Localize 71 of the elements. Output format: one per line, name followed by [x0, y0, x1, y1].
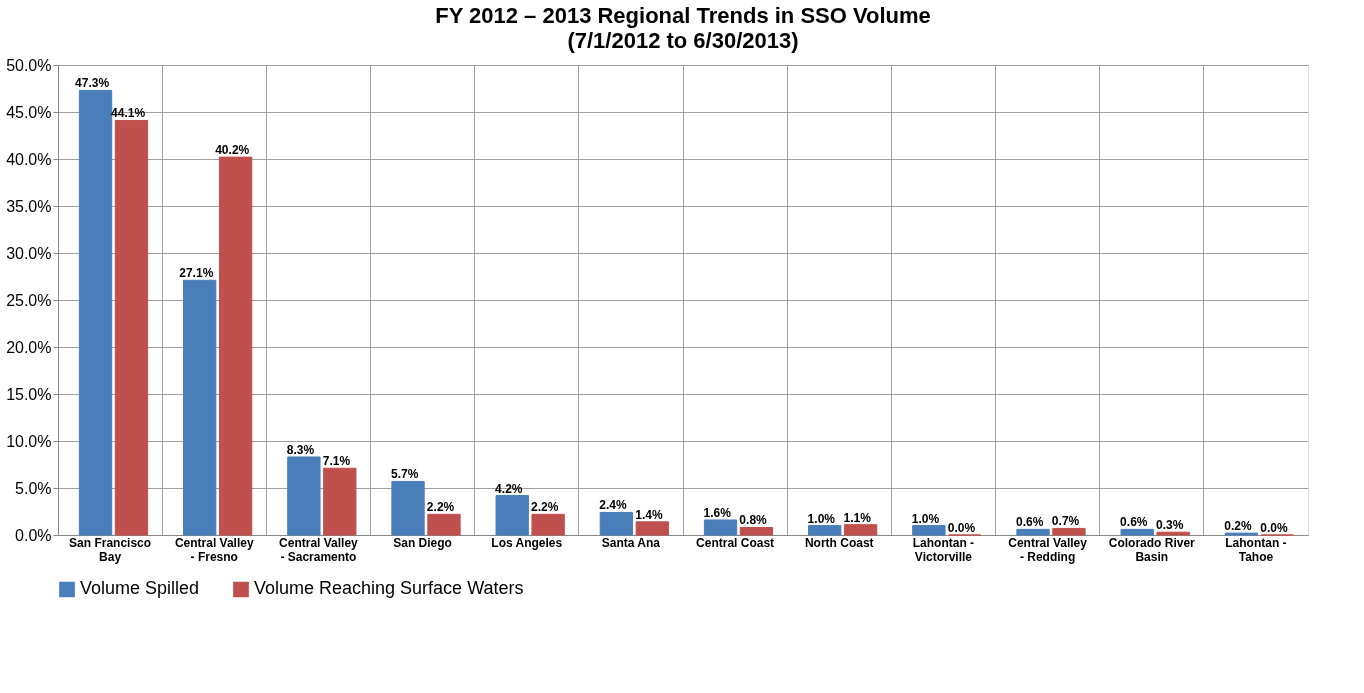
x-tick-label: San Diego	[393, 535, 452, 550]
data-label: 0.7%	[1051, 514, 1080, 529]
data-label: 0.8%	[739, 513, 768, 528]
y-tick-label: 15.0%	[6, 385, 52, 403]
data-label: 47.3%	[75, 76, 110, 91]
data-label: 1.0%	[807, 511, 836, 526]
bar	[531, 513, 565, 536]
y-tick-label: 30.0%	[6, 244, 52, 262]
data-label: 1.4%	[635, 507, 663, 522]
x-tick-label: North Coast	[804, 535, 874, 550]
data-label: 0.3%	[1156, 518, 1184, 533]
chart-title: FY 2012 – 2013 Regional Trends in SSO Volume	[435, 3, 931, 28]
bar	[1052, 527, 1086, 536]
bar	[739, 526, 774, 536]
x-tick-label: Central Valley - Fresno	[174, 535, 254, 564]
data-label: 0.6%	[1015, 515, 1044, 530]
bar	[1156, 531, 1190, 536]
bar	[808, 525, 842, 536]
data-label: 1.1%	[843, 510, 872, 525]
data-label: 40.2%	[215, 143, 250, 158]
y-tick-label: 25.0%	[6, 291, 52, 309]
data-label: 1.6%	[703, 505, 732, 520]
bar	[1120, 528, 1154, 536]
y-tick-label: 10.0%	[6, 432, 52, 450]
bar	[183, 279, 217, 536]
data-label: 5.7%	[390, 467, 419, 482]
legend-label: Volume Reaching Surface Waters	[254, 578, 524, 599]
y-tick-label: 45.0%	[6, 103, 52, 121]
bar	[843, 524, 878, 536]
y-tick-label: 35.0%	[6, 197, 52, 215]
x-tick-label: San Francisco Bay	[69, 535, 152, 564]
bar	[287, 456, 321, 536]
x-tick-label: Santa Ana	[601, 535, 661, 550]
bar	[912, 525, 946, 536]
bar	[391, 480, 425, 536]
bar	[78, 89, 113, 536]
data-label: 2.2%	[426, 500, 455, 515]
x-tick-label: Central Coast	[696, 535, 775, 550]
y-tick-label: 0.0%	[15, 526, 52, 544]
y-tick-label: 40.0%	[6, 150, 52, 168]
bar	[218, 156, 253, 536]
data-label: 7.1%	[322, 454, 351, 469]
x-tick-label: Los Angeles	[491, 535, 563, 550]
x-tick-label: Lahontan - Tahoe	[1225, 535, 1287, 564]
data-label: 1.0%	[911, 511, 940, 526]
data-label: 0.0%	[947, 521, 976, 535]
y-tick-label: 50.0%	[6, 56, 52, 74]
x-tick-label: Colorado River Basin	[1108, 535, 1196, 564]
x-tick-label: Central Valley - Sacramento	[279, 535, 359, 564]
legend-label: Volume Spilled	[80, 578, 200, 599]
x-tick-label: Lahontan - Victorville	[912, 535, 975, 564]
data-label: 27.1%	[179, 266, 214, 281]
bar	[599, 511, 634, 536]
data-label: 0.0%	[1260, 521, 1288, 535]
chart-subtitle: (7/1/2012 to 6/30/2013)	[567, 28, 799, 53]
data-label: 4.2%	[495, 481, 523, 496]
bar	[114, 119, 149, 536]
data-label: 8.3%	[286, 442, 315, 457]
bar	[703, 519, 738, 536]
y-tick-label: 20.0%	[6, 338, 52, 356]
data-label: 2.4%	[599, 498, 627, 513]
x-tick-label: Central Valley - Redding	[1008, 535, 1088, 564]
bar	[427, 513, 461, 536]
data-label: 0.2%	[1224, 519, 1252, 534]
data-label: 2.2%	[531, 500, 559, 515]
bar	[635, 521, 669, 536]
bar	[323, 467, 357, 536]
data-label: 0.6%	[1120, 515, 1148, 530]
y-tick-label: 5.0%	[15, 479, 52, 497]
bar	[1016, 528, 1050, 536]
bar	[495, 495, 529, 536]
